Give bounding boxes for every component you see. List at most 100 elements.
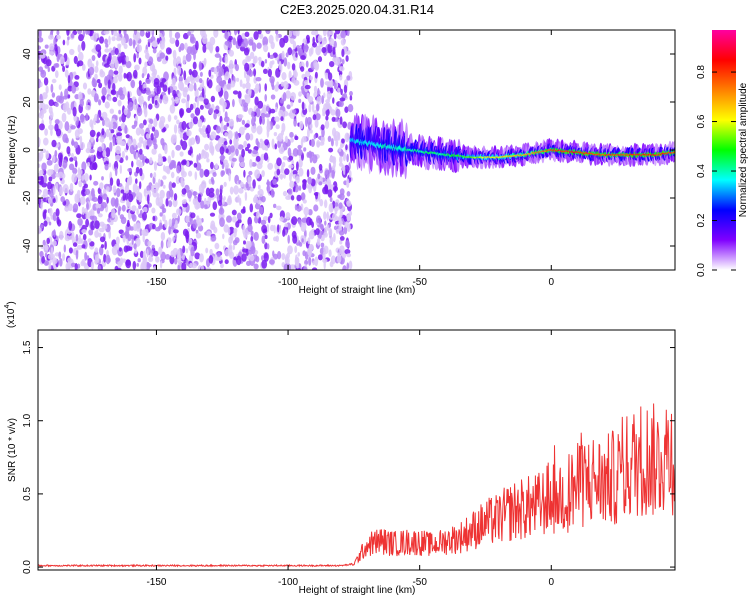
heatmap-cell bbox=[254, 169, 261, 179]
heatmap-cell bbox=[54, 102, 59, 108]
heatmap-cell bbox=[348, 170, 352, 178]
heatmap-cell bbox=[138, 193, 142, 203]
heatmap-cell bbox=[308, 230, 315, 240]
heatmap-cell bbox=[316, 95, 322, 106]
heatmap-cell bbox=[302, 182, 307, 190]
heatmap-cell bbox=[153, 143, 158, 150]
heatmap-cell bbox=[207, 131, 210, 139]
y-tick-label: 0.0 bbox=[22, 560, 33, 574]
heatmap-cell bbox=[87, 238, 92, 243]
heatmap-cell bbox=[314, 71, 318, 79]
heatmap-cell bbox=[102, 193, 108, 200]
heatmap-cell bbox=[52, 240, 57, 247]
heatmap-cell bbox=[215, 84, 221, 93]
heatmap-cell bbox=[102, 119, 105, 127]
heatmap-cell bbox=[210, 235, 217, 242]
heatmap-cell bbox=[64, 235, 71, 242]
heatmap-cell bbox=[269, 54, 275, 60]
heatmap-cell bbox=[128, 175, 133, 186]
heatmap-cell bbox=[324, 199, 328, 209]
heatmap-cell bbox=[304, 70, 311, 78]
heatmap-cell bbox=[38, 78, 42, 89]
heatmap-cell bbox=[56, 34, 61, 40]
heatmap-cell bbox=[296, 194, 302, 202]
heatmap-cell bbox=[247, 241, 252, 248]
heatmap-cell bbox=[338, 100, 344, 108]
colorbar-label: Normalized spectral amplitude bbox=[738, 82, 749, 217]
heatmap-cell bbox=[247, 55, 250, 61]
heatmap-cell bbox=[306, 216, 312, 226]
heatmap-cell bbox=[84, 188, 91, 196]
heatmap-cell bbox=[310, 166, 316, 175]
heatmap-cell bbox=[242, 224, 246, 235]
heatmap-cell bbox=[339, 245, 345, 255]
heatmap-cell bbox=[215, 163, 218, 170]
heatmap-cell bbox=[309, 76, 313, 81]
heatmap-cell bbox=[313, 204, 319, 212]
heatmap-cell bbox=[330, 255, 336, 265]
heatmap-cell bbox=[330, 109, 336, 116]
heatmap-cell bbox=[264, 146, 269, 151]
heatmap-cell bbox=[313, 91, 318, 99]
heatmap-cell bbox=[161, 59, 167, 65]
heatmap-cell bbox=[243, 47, 250, 56]
heatmap-cell bbox=[104, 101, 110, 109]
heatmap-cell bbox=[301, 101, 305, 111]
heatmap-cell bbox=[38, 176, 44, 181]
heatmap-cell bbox=[70, 262, 76, 268]
heatmap-cell bbox=[55, 183, 59, 190]
heatmap-cell bbox=[249, 159, 253, 168]
heatmap-cell bbox=[318, 163, 323, 171]
heatmap-cell bbox=[188, 122, 193, 129]
heatmap-cell bbox=[115, 154, 121, 162]
heatmap-cell bbox=[259, 142, 263, 149]
heatmap-cell bbox=[44, 128, 48, 136]
heatmap-cell bbox=[43, 77, 49, 86]
heatmap-cell bbox=[40, 244, 45, 249]
heatmap-cell bbox=[315, 228, 320, 236]
heatmap-cell bbox=[138, 136, 144, 143]
heatmap-cell bbox=[50, 169, 54, 175]
heatmap-cell bbox=[313, 134, 316, 140]
heatmap-cell bbox=[344, 249, 351, 255]
heatmap-cell bbox=[62, 184, 69, 194]
heatmap-cell bbox=[174, 96, 179, 104]
heatmap-cell bbox=[339, 239, 343, 245]
heatmap-cell bbox=[160, 231, 166, 241]
heatmap-cell bbox=[239, 197, 242, 206]
heatmap-cell bbox=[159, 260, 163, 269]
heatmap-cell bbox=[136, 159, 142, 167]
heatmap-cell bbox=[329, 155, 333, 163]
heatmap-cell bbox=[111, 36, 116, 42]
heatmap-cell bbox=[139, 209, 143, 216]
heatmap-y-label: Frequency (Hz) bbox=[7, 116, 18, 185]
heatmap-cell bbox=[235, 148, 239, 157]
heatmap-cell bbox=[112, 30, 118, 37]
heatmap-cell bbox=[299, 120, 304, 130]
heatmap-cell bbox=[177, 265, 180, 270]
heatmap-cell bbox=[190, 46, 196, 56]
heatmap-cell bbox=[153, 78, 160, 85]
heatmap-cell bbox=[208, 107, 214, 115]
heatmap-cell bbox=[343, 92, 347, 99]
heatmap-cell bbox=[298, 218, 301, 225]
heatmap-cell bbox=[258, 56, 262, 62]
heatmap-cell bbox=[249, 187, 255, 192]
heatmap-cell bbox=[72, 106, 77, 117]
heatmap-cell bbox=[231, 209, 237, 216]
heatmap-cell bbox=[48, 124, 54, 131]
heatmap-cell bbox=[78, 234, 82, 243]
heatmap-cell bbox=[117, 99, 122, 107]
heatmap-cell bbox=[261, 170, 265, 178]
heatmap-cell bbox=[177, 65, 182, 76]
heatmap-cell bbox=[107, 79, 111, 89]
heatmap-cell bbox=[264, 83, 268, 92]
heatmap-cell bbox=[215, 144, 219, 151]
heatmap-cell bbox=[292, 170, 298, 176]
heatmap-cell bbox=[314, 256, 319, 267]
heatmap-cell bbox=[42, 239, 46, 246]
heatmap-cell bbox=[106, 58, 109, 66]
heatmap-cell bbox=[337, 87, 341, 93]
heatmap-cell bbox=[59, 230, 64, 241]
heatmap-cell bbox=[279, 216, 285, 222]
